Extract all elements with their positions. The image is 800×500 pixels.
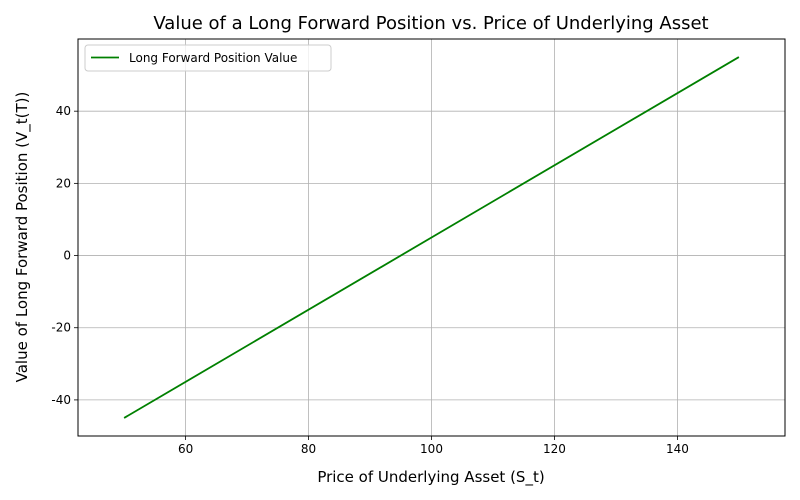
legend: Long Forward Position Value	[84, 44, 332, 72]
series-line	[123, 56, 740, 419]
x-tick-label: 140	[666, 442, 689, 456]
y-tick-label: 20	[56, 176, 71, 190]
plot-series	[123, 56, 740, 419]
x-tick-label: 100	[420, 442, 443, 456]
x-axis-label: Price of Underlying Asset (S_t)	[317, 468, 544, 487]
x-tick-label: 60	[178, 442, 193, 456]
y-tick-label: -40	[51, 393, 71, 407]
legend-label: Long Forward Position Value	[129, 51, 297, 65]
x-tick-label: 80	[301, 442, 316, 456]
x-axis-ticks: 60 80 100 120 140	[178, 436, 689, 456]
y-axis-ticks: -40 -20 0 20 40	[51, 104, 78, 407]
y-tick-label: -20	[51, 321, 71, 335]
y-axis-label: Value of Long Forward Position (V_t(T))	[13, 92, 32, 383]
chart-title: Value of a Long Forward Position vs. Pri…	[153, 13, 708, 34]
y-tick-label: 40	[56, 104, 71, 118]
grid-lines	[78, 39, 785, 436]
x-tick-label: 120	[543, 442, 566, 456]
legend-box	[84, 44, 332, 72]
y-tick-label: 0	[63, 249, 71, 263]
